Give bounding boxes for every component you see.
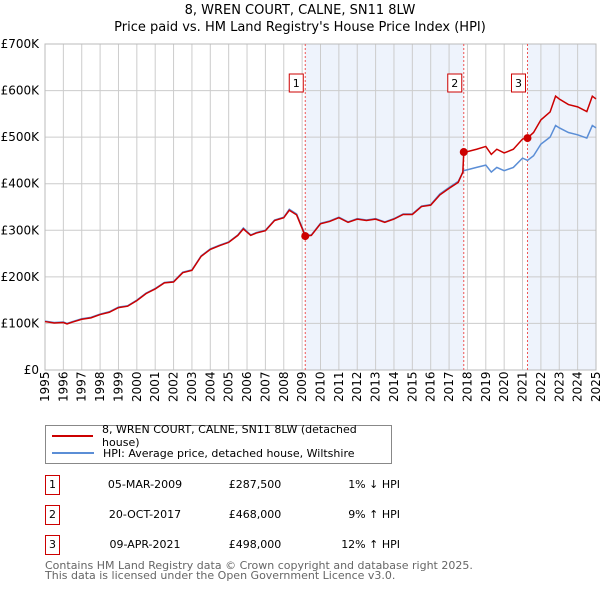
- sale-label-box: [288, 73, 304, 93]
- sale-label-box: [447, 73, 463, 93]
- x-tick-label: 2012: [350, 371, 364, 402]
- shaded-region: [305, 44, 464, 370]
- plot-area: 1995 1996 1997 1998 1999 2000 2001 2002 2003 2004…: [1, 37, 600, 402]
- sale-row: 1 05-MAR-2009 £287,500 1% ↓ HPI: [45, 475, 400, 495]
- x-tick-label: 2015: [405, 371, 419, 402]
- sale-date: 05-MAR-2009: [107, 478, 183, 491]
- x-tick-label: 2013: [369, 371, 383, 402]
- sale-date: 09-APR-2021: [109, 538, 181, 551]
- legend-label: HPI: Average price, detached house, Wilt…: [103, 446, 355, 460]
- y-tick-label: £700K: [1, 37, 41, 51]
- legend-swatch-red: [52, 435, 94, 437]
- x-tick-label: 1998: [93, 371, 107, 402]
- sale-label: 1: [293, 77, 300, 90]
- x-tick-label: 2019: [479, 371, 493, 402]
- y-tick-label: £200K: [1, 270, 41, 284]
- y-tick-label: £300K: [1, 223, 41, 237]
- x-tick-label: 2014: [387, 371, 401, 402]
- sale-hpi-diff: 12% ↑ HPI: [341, 538, 400, 551]
- x-tick-label: 2018: [460, 371, 474, 402]
- x-tick-label: 1999: [111, 371, 125, 402]
- x-tick-label: 2006: [240, 371, 254, 402]
- sale-point: [459, 148, 468, 157]
- plot-border: [44, 43, 597, 371]
- x-tick-label: 1995: [38, 371, 52, 402]
- x-tick-label: 2023: [552, 371, 566, 402]
- x-tick-label: 2010: [314, 371, 328, 402]
- y-tick-label: £100K: [1, 316, 41, 330]
- y-tick-label: £0: [24, 363, 39, 377]
- sale-hpi-diff: 9% ↑ HPI: [348, 508, 400, 521]
- legend: 8, WREN COURT, CALNE, SN11 8LW (detached…: [45, 423, 392, 464]
- chart-subtitle: Price paid vs. HM Land Registry's House …: [114, 20, 486, 35]
- sale-number: 1: [45, 475, 60, 495]
- x-tick-label: 2004: [203, 371, 217, 402]
- legend-swatch-blue: [52, 452, 94, 454]
- x-tick-label: 2008: [277, 371, 291, 402]
- x-tick-label: 2001: [148, 371, 162, 402]
- sale-hpi-diff: 1% ↓ HPI: [348, 478, 400, 491]
- x-tick-label: 1997: [75, 371, 89, 402]
- sale-price: £287,500: [228, 478, 282, 491]
- sale-row: 3 09-APR-2021 £498,000 12% ↑ HPI: [45, 535, 400, 555]
- y-tick-label: £500K: [1, 130, 41, 144]
- y-tick-label: £600K: [1, 84, 41, 98]
- property-price-line: [44, 94, 597, 325]
- shaded-region: [527, 44, 596, 370]
- sale-date: 20-OCT-2017: [108, 508, 182, 521]
- footer-licence: This data is licensed under the Open Gov…: [45, 569, 396, 582]
- footer-copyright: Contains HM Land Registry data © Crown c…: [45, 559, 473, 572]
- x-tick-label: 2007: [258, 371, 272, 402]
- sale-point: [301, 232, 310, 241]
- sale-label: 3: [515, 77, 522, 90]
- legend-item-property: 8, WREN COURT, CALNE, SN11 8LW (detached…: [46, 423, 391, 449]
- sale-number: 2: [45, 505, 60, 525]
- x-tick-label: 1996: [56, 371, 70, 402]
- x-tick-label: 2017: [442, 371, 456, 402]
- y-tick-label: £400K: [1, 177, 41, 191]
- sale-label: 2: [451, 77, 458, 90]
- footer: Contains HM Land Registry data © Crown c…: [45, 559, 473, 582]
- x-tick-label: 2009: [295, 371, 309, 402]
- sale-label-box: [510, 73, 526, 93]
- x-tick-label: 2000: [130, 371, 144, 402]
- legend-label: 8, WREN COURT, CALNE, SN11 8LW (detached…: [102, 423, 357, 449]
- legend-item-hpi: HPI: Average price, detached house, Wilt…: [46, 445, 355, 461]
- sale-number: 3: [45, 535, 60, 555]
- x-tick-label: 2025: [589, 371, 600, 402]
- sale-row: 2 20-OCT-2017 £468,000 9% ↑ HPI: [45, 505, 400, 525]
- x-tick-label: 2005: [222, 371, 236, 402]
- x-tick-label: 2003: [185, 371, 199, 402]
- x-tick-label: 2020: [497, 371, 511, 402]
- sale-price: £498,000: [228, 538, 282, 551]
- sale-price: £468,000: [228, 508, 282, 521]
- x-tick-label: 2024: [571, 371, 585, 402]
- x-tick-label: 2002: [167, 371, 181, 402]
- sale-point: [523, 134, 532, 143]
- x-tick-label: 2021: [516, 371, 530, 402]
- x-tick-label: 2011: [332, 371, 346, 402]
- x-tick-label: 2022: [534, 371, 548, 402]
- chart-title: 8, WREN COURT, CALNE, SN11 8LW: [184, 3, 416, 18]
- x-tick-label: 2016: [424, 371, 438, 402]
